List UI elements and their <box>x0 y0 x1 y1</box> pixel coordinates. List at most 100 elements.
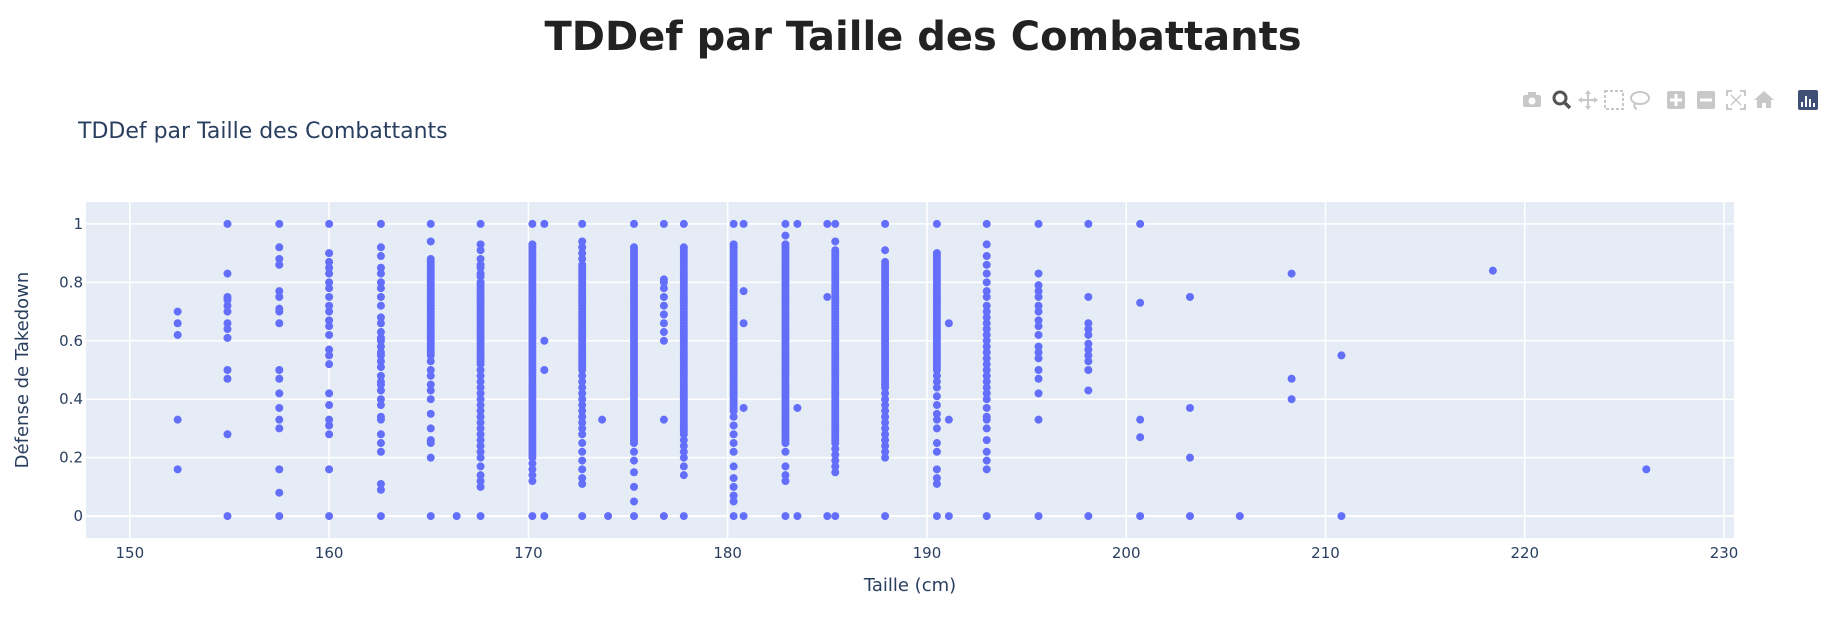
data-point[interactable] <box>223 319 232 328</box>
data-point[interactable] <box>982 219 991 228</box>
data-point[interactable] <box>630 447 639 456</box>
data-point[interactable] <box>630 439 639 448</box>
data-point[interactable] <box>831 439 840 448</box>
data-point[interactable] <box>476 240 485 249</box>
data-point[interactable] <box>325 401 334 410</box>
data-point[interactable] <box>1084 366 1093 374</box>
data-point[interactable] <box>426 357 435 366</box>
data-point[interactable] <box>325 322 334 331</box>
data-point[interactable] <box>578 512 587 521</box>
data-point[interactable] <box>659 301 668 310</box>
data-point[interactable] <box>376 386 385 395</box>
data-point[interactable] <box>452 512 461 521</box>
data-point[interactable] <box>275 512 284 521</box>
data-point[interactable] <box>325 512 334 521</box>
data-point[interactable] <box>1084 345 1093 354</box>
data-point[interactable] <box>1084 357 1093 366</box>
data-point[interactable] <box>932 401 941 410</box>
data-point[interactable] <box>426 237 435 246</box>
data-point[interactable] <box>376 395 385 404</box>
data-point[interactable] <box>1488 266 1497 275</box>
data-point[interactable] <box>325 257 334 266</box>
data-point[interactable] <box>1084 330 1093 339</box>
data-point[interactable] <box>659 219 668 228</box>
data-point[interactable] <box>1084 292 1093 301</box>
data-point[interactable] <box>223 366 232 374</box>
data-point[interactable] <box>325 292 334 301</box>
data-point[interactable] <box>1084 339 1093 348</box>
data-point[interactable] <box>578 474 587 483</box>
data-point[interactable] <box>831 512 840 521</box>
data-point[interactable] <box>426 424 435 433</box>
data-point[interactable] <box>1034 322 1043 331</box>
data-point[interactable] <box>659 512 668 521</box>
data-point[interactable] <box>578 237 587 246</box>
data-point[interactable] <box>476 366 485 374</box>
data-point[interactable] <box>275 488 284 497</box>
data-point[interactable] <box>376 219 385 228</box>
data-point[interactable] <box>275 319 284 328</box>
data-point[interactable] <box>476 406 485 415</box>
data-point[interactable] <box>376 479 385 488</box>
data-point[interactable] <box>1034 307 1043 316</box>
data-point[interactable] <box>426 453 435 462</box>
data-point[interactable] <box>881 383 890 392</box>
data-point[interactable] <box>1034 415 1043 424</box>
data-point[interactable] <box>982 313 991 322</box>
data-point[interactable] <box>881 219 890 228</box>
data-point[interactable] <box>1235 512 1244 521</box>
data-point[interactable] <box>982 360 991 369</box>
data-point[interactable] <box>630 482 639 491</box>
data-point[interactable] <box>793 403 802 412</box>
data-point[interactable] <box>275 465 284 474</box>
data-point[interactable] <box>275 374 284 383</box>
data-point[interactable] <box>729 421 738 430</box>
data-point[interactable] <box>578 479 587 488</box>
data-point[interactable] <box>476 436 485 445</box>
data-point[interactable] <box>578 249 587 258</box>
data-point[interactable] <box>325 219 334 228</box>
data-point[interactable] <box>944 319 953 328</box>
data-point[interactable] <box>325 278 334 287</box>
plot-area[interactable] <box>86 202 1734 538</box>
data-point[interactable] <box>1287 395 1296 404</box>
data-point[interactable] <box>982 415 991 424</box>
data-point[interactable] <box>982 278 991 287</box>
data-point[interactable] <box>476 371 485 380</box>
data-point[interactable] <box>325 284 334 293</box>
data-point[interactable] <box>630 219 639 228</box>
data-point[interactable] <box>528 477 537 486</box>
data-point[interactable] <box>426 386 435 395</box>
data-point[interactable] <box>1084 351 1093 360</box>
data-point[interactable] <box>1034 219 1043 228</box>
data-point[interactable] <box>932 424 941 433</box>
data-point[interactable] <box>376 342 385 351</box>
data-point[interactable] <box>982 301 991 310</box>
data-point[interactable] <box>476 412 485 421</box>
data-point[interactable] <box>982 456 991 465</box>
data-point[interactable] <box>1185 292 1194 301</box>
data-point[interactable] <box>578 383 587 392</box>
data-point[interactable] <box>1034 269 1043 278</box>
data-point[interactable] <box>578 389 587 398</box>
box-select-icon[interactable] <box>1604 90 1624 110</box>
data-point[interactable] <box>325 421 334 430</box>
data-point[interactable] <box>598 415 607 424</box>
data-point[interactable] <box>679 441 688 450</box>
data-point[interactable] <box>275 254 284 263</box>
data-point[interactable] <box>578 406 587 415</box>
data-point[interactable] <box>275 260 284 269</box>
data-point[interactable] <box>325 263 334 272</box>
data-point[interactable] <box>578 377 587 386</box>
data-point[interactable] <box>1034 366 1043 374</box>
data-point[interactable] <box>223 307 232 316</box>
data-point[interactable] <box>1084 386 1093 395</box>
data-point[interactable] <box>376 284 385 293</box>
data-point[interactable] <box>1136 512 1145 521</box>
data-point[interactable] <box>881 418 890 427</box>
data-point[interactable] <box>223 333 232 342</box>
data-point[interactable] <box>1185 512 1194 521</box>
data-point[interactable] <box>823 512 832 521</box>
data-point[interactable] <box>578 447 587 456</box>
data-point[interactable] <box>578 219 587 228</box>
